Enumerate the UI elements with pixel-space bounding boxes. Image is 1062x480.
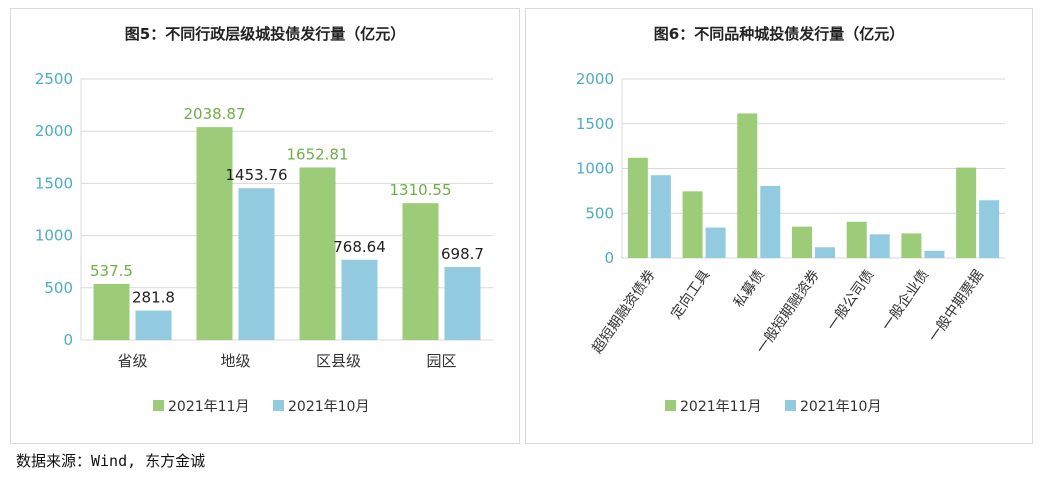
- chart-panel-admin-level: 图5：不同行政层级城投债发行量（亿元） 0 500 1000 1500 2000 2500…: [10, 8, 520, 444]
- legend-swatch-oct: [273, 400, 284, 411]
- bar-oct: [760, 185, 781, 258]
- bar-nov: [682, 191, 703, 258]
- y-tick-label: 500: [585, 204, 614, 222]
- y-tick-label: 2000: [576, 70, 614, 88]
- legend-label: 2021年11月: [168, 399, 249, 415]
- x-tick-label: 超短期融资债券: [589, 267, 658, 356]
- legend-swatch-nov: [665, 400, 676, 411]
- bar-oct: [135, 310, 172, 340]
- legend-swatch-nov: [153, 400, 164, 411]
- legend-label: 2021年11月: [680, 399, 761, 415]
- data-label: 1453.76: [225, 166, 287, 184]
- x-tick-label: 园区: [426, 352, 456, 370]
- bar-chart-admin-level: 0 500 1000 1500 2000 2500 537.5 281.8 省级 2038.87 1…: [35, 70, 493, 415]
- data-label: 768.64: [333, 238, 386, 256]
- bar-nov: [901, 233, 922, 258]
- x-tick-label: 一般中期票据: [926, 267, 987, 345]
- chart-title: 图6：不同品种城投债发行量（亿元）: [653, 25, 905, 43]
- bar-nov: [402, 203, 439, 340]
- x-tick-label: 省级: [117, 352, 147, 370]
- legend-label: 2021年10月: [288, 399, 369, 415]
- y-tick-label: 0: [604, 249, 614, 267]
- bar-oct: [650, 175, 671, 258]
- source-note: 数据来源：Wind, 东方金诚: [16, 452, 206, 470]
- data-label: 281.8: [132, 289, 175, 307]
- bar-nov: [846, 221, 867, 258]
- chart-panel-bond-type: 图6：不同品种城投债发行量（亿元） 0 500 1000 1500 2000 超短期融资债…: [525, 8, 1033, 444]
- y-tick-label: 2000: [35, 122, 73, 140]
- x-tick-label: 区县级: [316, 352, 361, 370]
- y-tick-label: 500: [44, 279, 73, 297]
- bar-oct: [705, 227, 726, 258]
- y-tick-label: 1000: [576, 160, 614, 178]
- data-label: 2038.87: [183, 105, 245, 123]
- bar-oct: [924, 250, 945, 258]
- x-tick-label: 定向工具: [668, 267, 713, 322]
- y-tick-label: 1500: [576, 115, 614, 133]
- y-tick-label: 1500: [35, 174, 73, 192]
- y-tick-label: 2500: [35, 70, 73, 88]
- data-label: 698.7: [441, 245, 484, 263]
- bar-oct: [341, 259, 378, 340]
- chart-title: 图5：不同行政层级城投债发行量（亿元）: [124, 25, 406, 43]
- data-label: 537.5: [90, 262, 133, 280]
- bar-oct: [238, 188, 275, 340]
- bar-nov: [627, 157, 648, 258]
- data-label: 1652.81: [286, 145, 348, 163]
- bar-nov: [737, 113, 758, 259]
- bar-oct: [444, 267, 481, 340]
- x-tick-label: 一般公司债: [824, 267, 877, 334]
- bar-nov: [196, 127, 233, 341]
- x-tick-label: 私募债: [731, 267, 768, 311]
- y-tick-label: 1000: [35, 227, 73, 245]
- legend-swatch-oct: [785, 400, 796, 411]
- bar-nov: [93, 283, 130, 340]
- x-tick-label: 地级: [220, 352, 250, 370]
- bar-oct: [979, 200, 1000, 258]
- x-tick-label: 一般企业债: [878, 267, 932, 334]
- y-tick-label: 0: [63, 331, 73, 349]
- bar-nov: [956, 167, 977, 258]
- bar-nov: [299, 167, 336, 340]
- legend-label: 2021年10月: [800, 399, 881, 415]
- bar-nov: [792, 226, 812, 258]
- bar-oct: [815, 247, 835, 258]
- bar-oct: [869, 234, 890, 258]
- data-label: 1310.55: [389, 181, 451, 199]
